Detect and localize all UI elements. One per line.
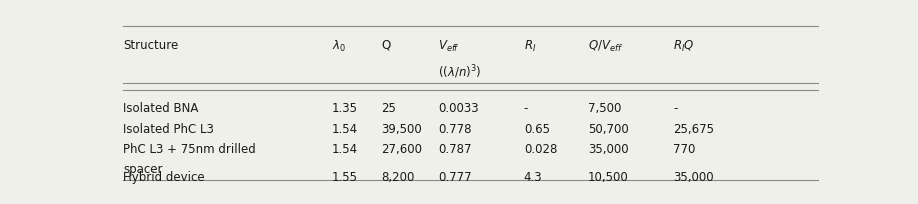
Text: $Q/V_{eff}$: $Q/V_{eff}$: [588, 39, 623, 54]
Text: Isolated BNA: Isolated BNA: [123, 102, 198, 115]
Text: 25: 25: [382, 102, 397, 115]
Text: 1.35: 1.35: [331, 102, 358, 115]
Text: 4.3: 4.3: [524, 171, 543, 184]
Text: Structure: Structure: [123, 39, 178, 52]
Text: 8,200: 8,200: [382, 171, 415, 184]
Text: 1.54: 1.54: [331, 123, 358, 136]
Text: 35,000: 35,000: [673, 171, 714, 184]
Text: 35,000: 35,000: [588, 143, 629, 156]
Text: spacer: spacer: [123, 163, 162, 176]
Text: 25,675: 25,675: [673, 123, 714, 136]
Text: 7,500: 7,500: [588, 102, 621, 115]
Text: $\lambda_0$: $\lambda_0$: [331, 39, 346, 54]
Text: 0.65: 0.65: [524, 123, 550, 136]
Text: Q: Q: [382, 39, 391, 52]
Text: Isolated PhC L3: Isolated PhC L3: [123, 123, 214, 136]
Text: 0.778: 0.778: [439, 123, 472, 136]
Text: $V_{eff}$: $V_{eff}$: [439, 39, 461, 54]
Text: 0.028: 0.028: [524, 143, 557, 156]
Text: PhC L3 + 75nm drilled: PhC L3 + 75nm drilled: [123, 143, 256, 156]
Text: 50,700: 50,700: [588, 123, 629, 136]
Text: 1.54: 1.54: [331, 143, 358, 156]
Text: 0.0033: 0.0033: [439, 102, 479, 115]
Text: -: -: [673, 102, 677, 115]
Text: $(({\lambda}/n)^3)$: $(({\lambda}/n)^3)$: [439, 64, 482, 81]
Text: $R_I$: $R_I$: [524, 39, 536, 54]
Text: 0.787: 0.787: [439, 143, 472, 156]
Text: -: -: [524, 102, 528, 115]
Text: 27,600: 27,600: [382, 143, 422, 156]
Text: 10,500: 10,500: [588, 171, 629, 184]
Text: 1.55: 1.55: [331, 171, 358, 184]
Text: Hybrid device: Hybrid device: [123, 171, 205, 184]
Text: $R_IQ$: $R_IQ$: [673, 39, 695, 54]
Text: 39,500: 39,500: [382, 123, 422, 136]
Text: 0.777: 0.777: [439, 171, 472, 184]
Text: 770: 770: [673, 143, 696, 156]
